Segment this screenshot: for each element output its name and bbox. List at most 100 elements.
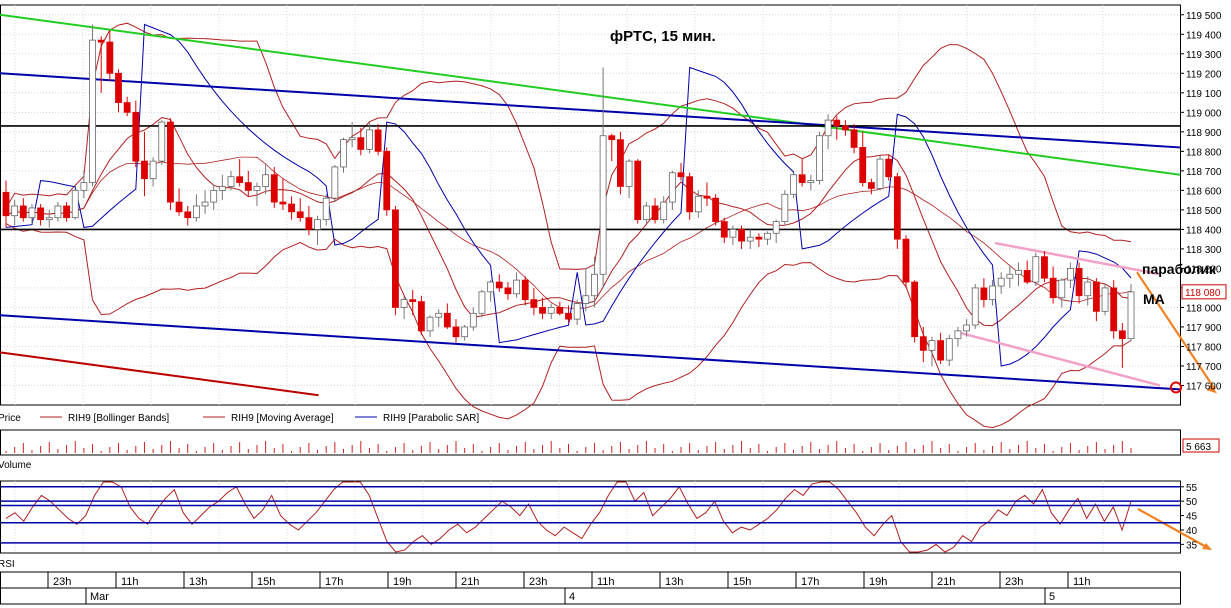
bollinger-upper-band — [5, 22, 1132, 270]
price-tick-label: 118 000 — [1186, 303, 1222, 314]
candle-body — [1041, 256, 1048, 279]
candle-body — [1101, 287, 1109, 312]
trend-line-layer — [0, 13, 1217, 550]
candle-body — [80, 182, 88, 191]
blue-upper-channel-line — [0, 72, 1181, 149]
blue-lower-channel-line — [0, 314, 1181, 391]
bollinger-lower-band — [5, 223, 1132, 429]
candle-body — [772, 221, 780, 234]
candle-body — [435, 312, 443, 318]
candle-body — [686, 176, 694, 213]
rsi-arrow-head — [1202, 543, 1212, 550]
time-tick-label: 13h — [189, 576, 207, 588]
candle-body — [556, 307, 564, 314]
time-tick-label: 19h — [393, 576, 411, 588]
candle-body — [218, 186, 226, 191]
candle-body — [504, 287, 512, 295]
candle-body — [842, 125, 849, 131]
candle-body — [738, 228, 745, 242]
candle-body — [1092, 281, 1100, 312]
price-tick-label: 118 200 — [1186, 264, 1222, 275]
candle-body — [582, 295, 590, 304]
chart-title: фРТС, 15 мин. — [610, 28, 716, 45]
price-tick-label: 118 800 — [1186, 147, 1222, 158]
price-tick-label: 119 500 — [1186, 11, 1222, 22]
price-tick-label: 118 700 — [1186, 167, 1222, 178]
candle-body — [660, 201, 668, 221]
pink-wedge-lower-line — [959, 331, 1161, 387]
candle-body — [97, 39, 105, 43]
price-tick-label: 118 300 — [1186, 245, 1222, 256]
candle-body — [971, 287, 979, 326]
candle-body — [816, 135, 823, 182]
candle-body — [867, 182, 875, 189]
candle-body — [911, 281, 919, 338]
grid-layer — [0, 4, 1184, 605]
candle-body — [487, 281, 495, 293]
time-tick-label: 11h — [1073, 576, 1091, 588]
candle-body — [798, 174, 806, 183]
rsi-tick-label: 35 — [1186, 540, 1198, 551]
candle-body — [314, 219, 321, 230]
candle-body — [565, 312, 572, 320]
volume-value-box — [1182, 438, 1220, 453]
annotation-parabolic: параболик — [1142, 261, 1217, 277]
time-tick-label: 11h — [597, 576, 615, 588]
candle-body — [478, 291, 486, 314]
pink-wedge-upper-line — [994, 241, 1161, 276]
candle-body — [469, 312, 477, 328]
rsi-panel-label: RSI — [0, 559, 15, 570]
candle-body — [668, 172, 676, 203]
candle-body — [764, 232, 771, 240]
candle-body — [106, 41, 114, 74]
candle-body — [28, 207, 36, 219]
legend-item: RIH9 [Bollinger Bands] — [68, 413, 169, 424]
last-price-label: 118 080 — [1185, 288, 1221, 299]
candle-body — [591, 273, 598, 297]
rsi-tick-label: 50 — [1186, 497, 1198, 508]
price-tick-label: 119 200 — [1186, 69, 1222, 80]
rsi-arrow-line — [1137, 508, 1211, 550]
text-layer: 119 500 119 400 119 300 119 200 119 100 119 0… — [0, 11, 1227, 603]
candle-body — [790, 174, 797, 195]
candle-body — [340, 139, 347, 168]
candle-body — [2, 191, 10, 217]
candle-body — [115, 72, 122, 103]
moving-average-line — [5, 117, 1132, 327]
rsi-tick-label: 40 — [1186, 526, 1198, 537]
candle-body — [634, 160, 642, 221]
candle-body — [547, 307, 555, 314]
time-tick-label: 11h — [121, 576, 139, 588]
rsi-tick-label: 45 — [1186, 512, 1198, 523]
candle-body — [1127, 291, 1135, 340]
time-tick-label: 17h — [325, 576, 343, 588]
candle-body — [954, 330, 962, 340]
candle-body — [893, 176, 901, 240]
green-trend-line — [0, 13, 1181, 176]
candle-body — [279, 201, 287, 205]
legend-item: RIH9 [Moving Average] — [231, 413, 334, 424]
candle-body — [141, 160, 148, 180]
candle-body — [807, 180, 815, 183]
candle-body — [244, 182, 252, 191]
candle-body — [677, 172, 685, 178]
legend-item: Price — [0, 413, 21, 424]
candle-body — [989, 285, 996, 301]
time-tick-label: 13h — [665, 576, 683, 588]
candle-body — [755, 236, 763, 240]
date-tick-label: 5 — [1049, 591, 1055, 603]
candle-body — [573, 303, 581, 320]
candle-body — [746, 236, 754, 242]
candle-body — [262, 174, 270, 187]
candle-body — [1110, 287, 1118, 332]
candle-body — [885, 158, 893, 178]
time-tick-label: 23h — [529, 576, 547, 588]
candle-body — [617, 139, 624, 187]
candle-body — [201, 201, 209, 207]
candle-body — [37, 207, 45, 221]
time-tick-label: 15h — [257, 576, 275, 588]
candle-body — [729, 228, 737, 238]
candle-body — [149, 160, 157, 180]
candle-body — [963, 324, 970, 332]
candle-body — [720, 221, 728, 238]
